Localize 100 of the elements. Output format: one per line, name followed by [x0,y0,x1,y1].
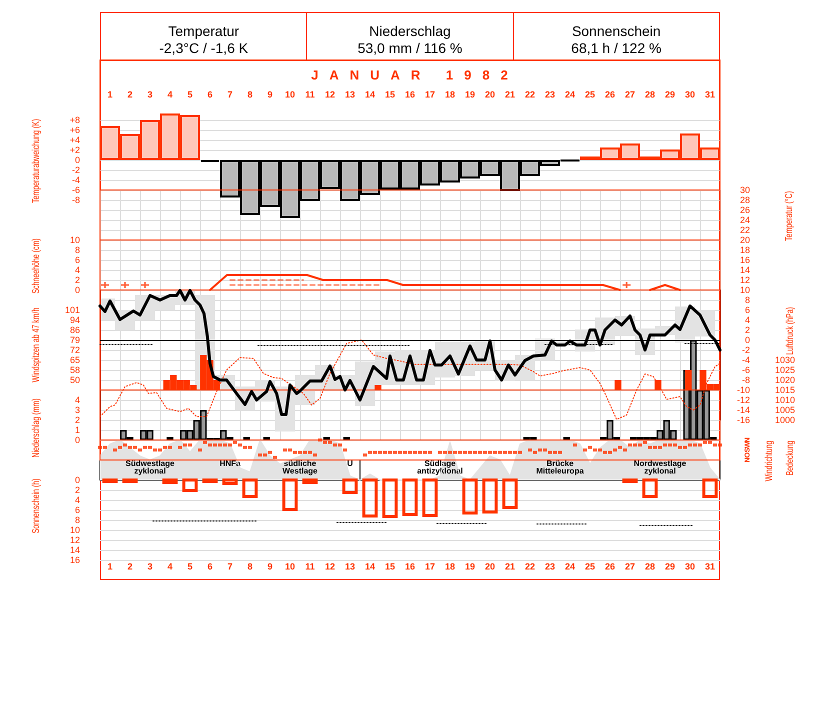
y-axis-title: Niederschlag (mm) [31,398,43,458]
x-tick-label: 6 [207,562,213,572]
y-tick-label: 4 [74,395,80,405]
y-tick-label: -14 [736,405,750,415]
x-tick-label: 15 [384,90,396,100]
y-tick-label: 2 [74,485,80,495]
band-label: Brücke Mitteleuropa [536,458,584,476]
y-tick-label: 1005 [774,405,795,415]
x-tick-label: 11 [305,90,315,100]
x-tick-label: 8 [247,562,253,572]
y-tick-label: 8 [74,245,80,255]
x-tick-label: 28 [644,562,656,572]
y-axis-title: Schneehöhe (cm) [31,238,43,294]
x-tick-label: 21 [504,90,516,100]
text: Sonnenschein [572,23,661,39]
x-tick-label: 3 [147,90,153,100]
x-tick-label: 30 [684,90,696,100]
y-axis-title: Temperaturabweichung (K) [31,118,43,204]
y-tick-label: -12 [736,395,750,405]
x-tick-label: 23 [544,562,556,572]
y-tick-label: 0 [74,475,80,485]
y-tick-label: 2 [74,415,80,425]
y-tick-label: 72 [70,345,80,355]
bar [422,478,438,517]
bar [102,478,118,483]
x-tick-label: 30 [684,562,696,572]
text: -2,3°C / -1,6 K [159,40,248,56]
y-tick-label: 24 [740,215,750,225]
bar [482,478,498,514]
x-tick-label: 5 [187,90,193,100]
y-tick-label: 18 [740,245,750,255]
bar [462,478,478,514]
text: 53,0 mm / 116 % [358,40,462,56]
band-label: südliche Westlage [282,458,318,476]
y-tick-label: 3 [74,405,80,415]
y-tick-label: 30 [740,185,750,195]
text: Niederschlag [369,23,451,39]
y-tick-label: 10 [70,235,80,245]
y-axis-title: Bedeckung [785,440,797,476]
x-tick-label: 18 [444,562,456,572]
y-tick-label: -2 [742,345,750,355]
y-tick-label: 101 [64,305,80,315]
y-tick-label: 0 [74,155,80,165]
bar [222,478,238,485]
y-tick-label: 65 [70,355,80,365]
y-tick-label: 2 [74,275,80,285]
bar [302,478,318,484]
x-tick-label: 2 [127,90,133,100]
y-tick-label: -4 [72,175,80,185]
x-tick-label: 31 [704,90,716,100]
x-tick-label: 27 [624,562,636,572]
y-tick-label: 8 [74,515,80,525]
x-tick-label: 17 [424,562,436,572]
y-tick-label: 0 [74,285,80,295]
x-tick-label: 29 [664,90,676,100]
x-tick-label: 26 [604,90,616,100]
bar [642,478,658,498]
x-tick-label: 1 [107,562,113,572]
x-tick-label: 11 [305,562,315,572]
x-tick-label: 1 [107,90,113,100]
x-tick-label: 31 [704,562,716,572]
x-tick-label: 4 [167,90,173,100]
x-tick-label: 6 [207,90,213,100]
bar [382,478,398,518]
text: 68,1 h / 122 % [571,40,662,56]
x-tick-label: 27 [624,90,636,100]
y-tick-label: -8 [742,375,750,385]
x-tick-label: 25 [584,562,596,572]
y-tick-label: 1015 [774,385,795,395]
x-tick-label: 24 [564,90,576,100]
y-tick-label: 94 [70,315,80,325]
y-tick-label: 6 [744,305,750,315]
y-tick-label: 20 [740,235,750,245]
x-tick-label: 8 [247,90,253,100]
y-tick-label: 16 [740,255,750,265]
x-tick-label: 24 [564,562,576,572]
bar [502,478,518,509]
y-tick-label: 6 [74,255,80,265]
y-axis-title: Sonnenschein (h) [31,478,43,534]
y-tick-label: 4 [744,315,750,325]
y-tick-label: 1020 [774,375,795,385]
y-tick-label: 1025 [774,365,795,375]
y-tick-label: 6 [74,505,80,515]
x-tick-label: 5 [187,562,193,572]
y-tick-label: 28 [740,195,750,205]
x-tick-label: 12 [324,90,336,100]
bar [702,478,718,498]
band-label: Südlage antizyklonal [417,458,463,476]
x-tick-label: 7 [227,562,233,572]
x-tick-label: 19 [464,90,476,100]
x-tick-label: 28 [644,90,656,100]
line-series [98,289,722,416]
y-tick-label: 12 [740,275,750,285]
y-tick-label: 8 [744,295,750,305]
x-tick-label: 12 [324,562,336,572]
bar [282,478,298,511]
bar [242,478,258,498]
y-tick-label: 10 [740,285,750,295]
y-tick-label: 4 [74,495,80,505]
y-tick-label: 14 [70,545,80,555]
